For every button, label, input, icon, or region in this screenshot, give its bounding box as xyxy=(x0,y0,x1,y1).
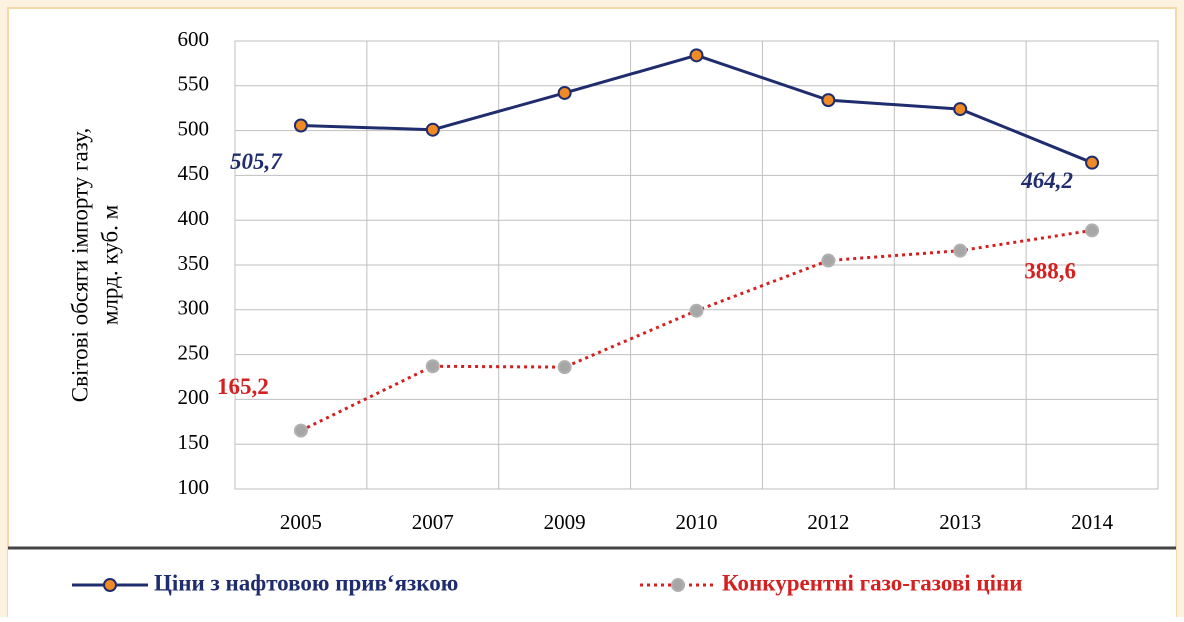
legend-label: Ціни з нафтовою прив‘язкою xyxy=(154,570,458,595)
legend-marker xyxy=(671,578,685,592)
y-axis-label: млрд. куб. м xyxy=(97,204,122,325)
marker xyxy=(557,360,572,375)
marker xyxy=(953,102,968,117)
y-tick-label: 100 xyxy=(178,475,210,499)
y-tick-label: 550 xyxy=(178,72,210,96)
legend-marker xyxy=(103,578,117,592)
marker xyxy=(821,93,836,108)
marker xyxy=(953,243,968,258)
data-label: 388,6 xyxy=(1024,259,1076,284)
x-tick-label: 2009 xyxy=(544,510,586,534)
y-tick-label: 300 xyxy=(178,296,210,320)
data-label: 165,2 xyxy=(217,374,269,399)
x-tick-label: 2014 xyxy=(1071,510,1114,534)
data-label: 464,2 xyxy=(1020,168,1073,193)
y-tick-label: 600 xyxy=(178,27,210,51)
marker xyxy=(689,48,704,63)
y-tick-label: 400 xyxy=(178,206,210,230)
y-tick-label: 500 xyxy=(178,116,210,140)
y-axis-label: Світові обсяги імпорту газу, xyxy=(67,128,92,402)
y-tick-label: 200 xyxy=(178,385,210,409)
y-tick-label: 250 xyxy=(178,340,210,364)
y-tick-label: 350 xyxy=(178,251,210,275)
marker xyxy=(293,423,308,438)
marker xyxy=(1085,155,1100,170)
x-tick-label: 2012 xyxy=(807,510,849,534)
marker xyxy=(425,122,440,137)
x-tick-label: 2010 xyxy=(676,510,718,534)
legend-label: Конкурентні газо-газові ціни xyxy=(722,570,1023,595)
y-tick-label: 150 xyxy=(178,430,210,454)
marker xyxy=(425,359,440,374)
marker xyxy=(821,253,836,268)
x-tick-label: 2005 xyxy=(280,510,322,534)
y-tick-label: 450 xyxy=(178,161,210,185)
marker xyxy=(293,118,308,133)
marker xyxy=(1085,223,1100,238)
marker xyxy=(689,303,704,318)
marker xyxy=(557,85,572,100)
legend-box xyxy=(8,548,1176,617)
x-tick-label: 2013 xyxy=(939,510,981,534)
data-label: 505,7 xyxy=(230,149,283,174)
x-tick-label: 2007 xyxy=(412,510,454,534)
